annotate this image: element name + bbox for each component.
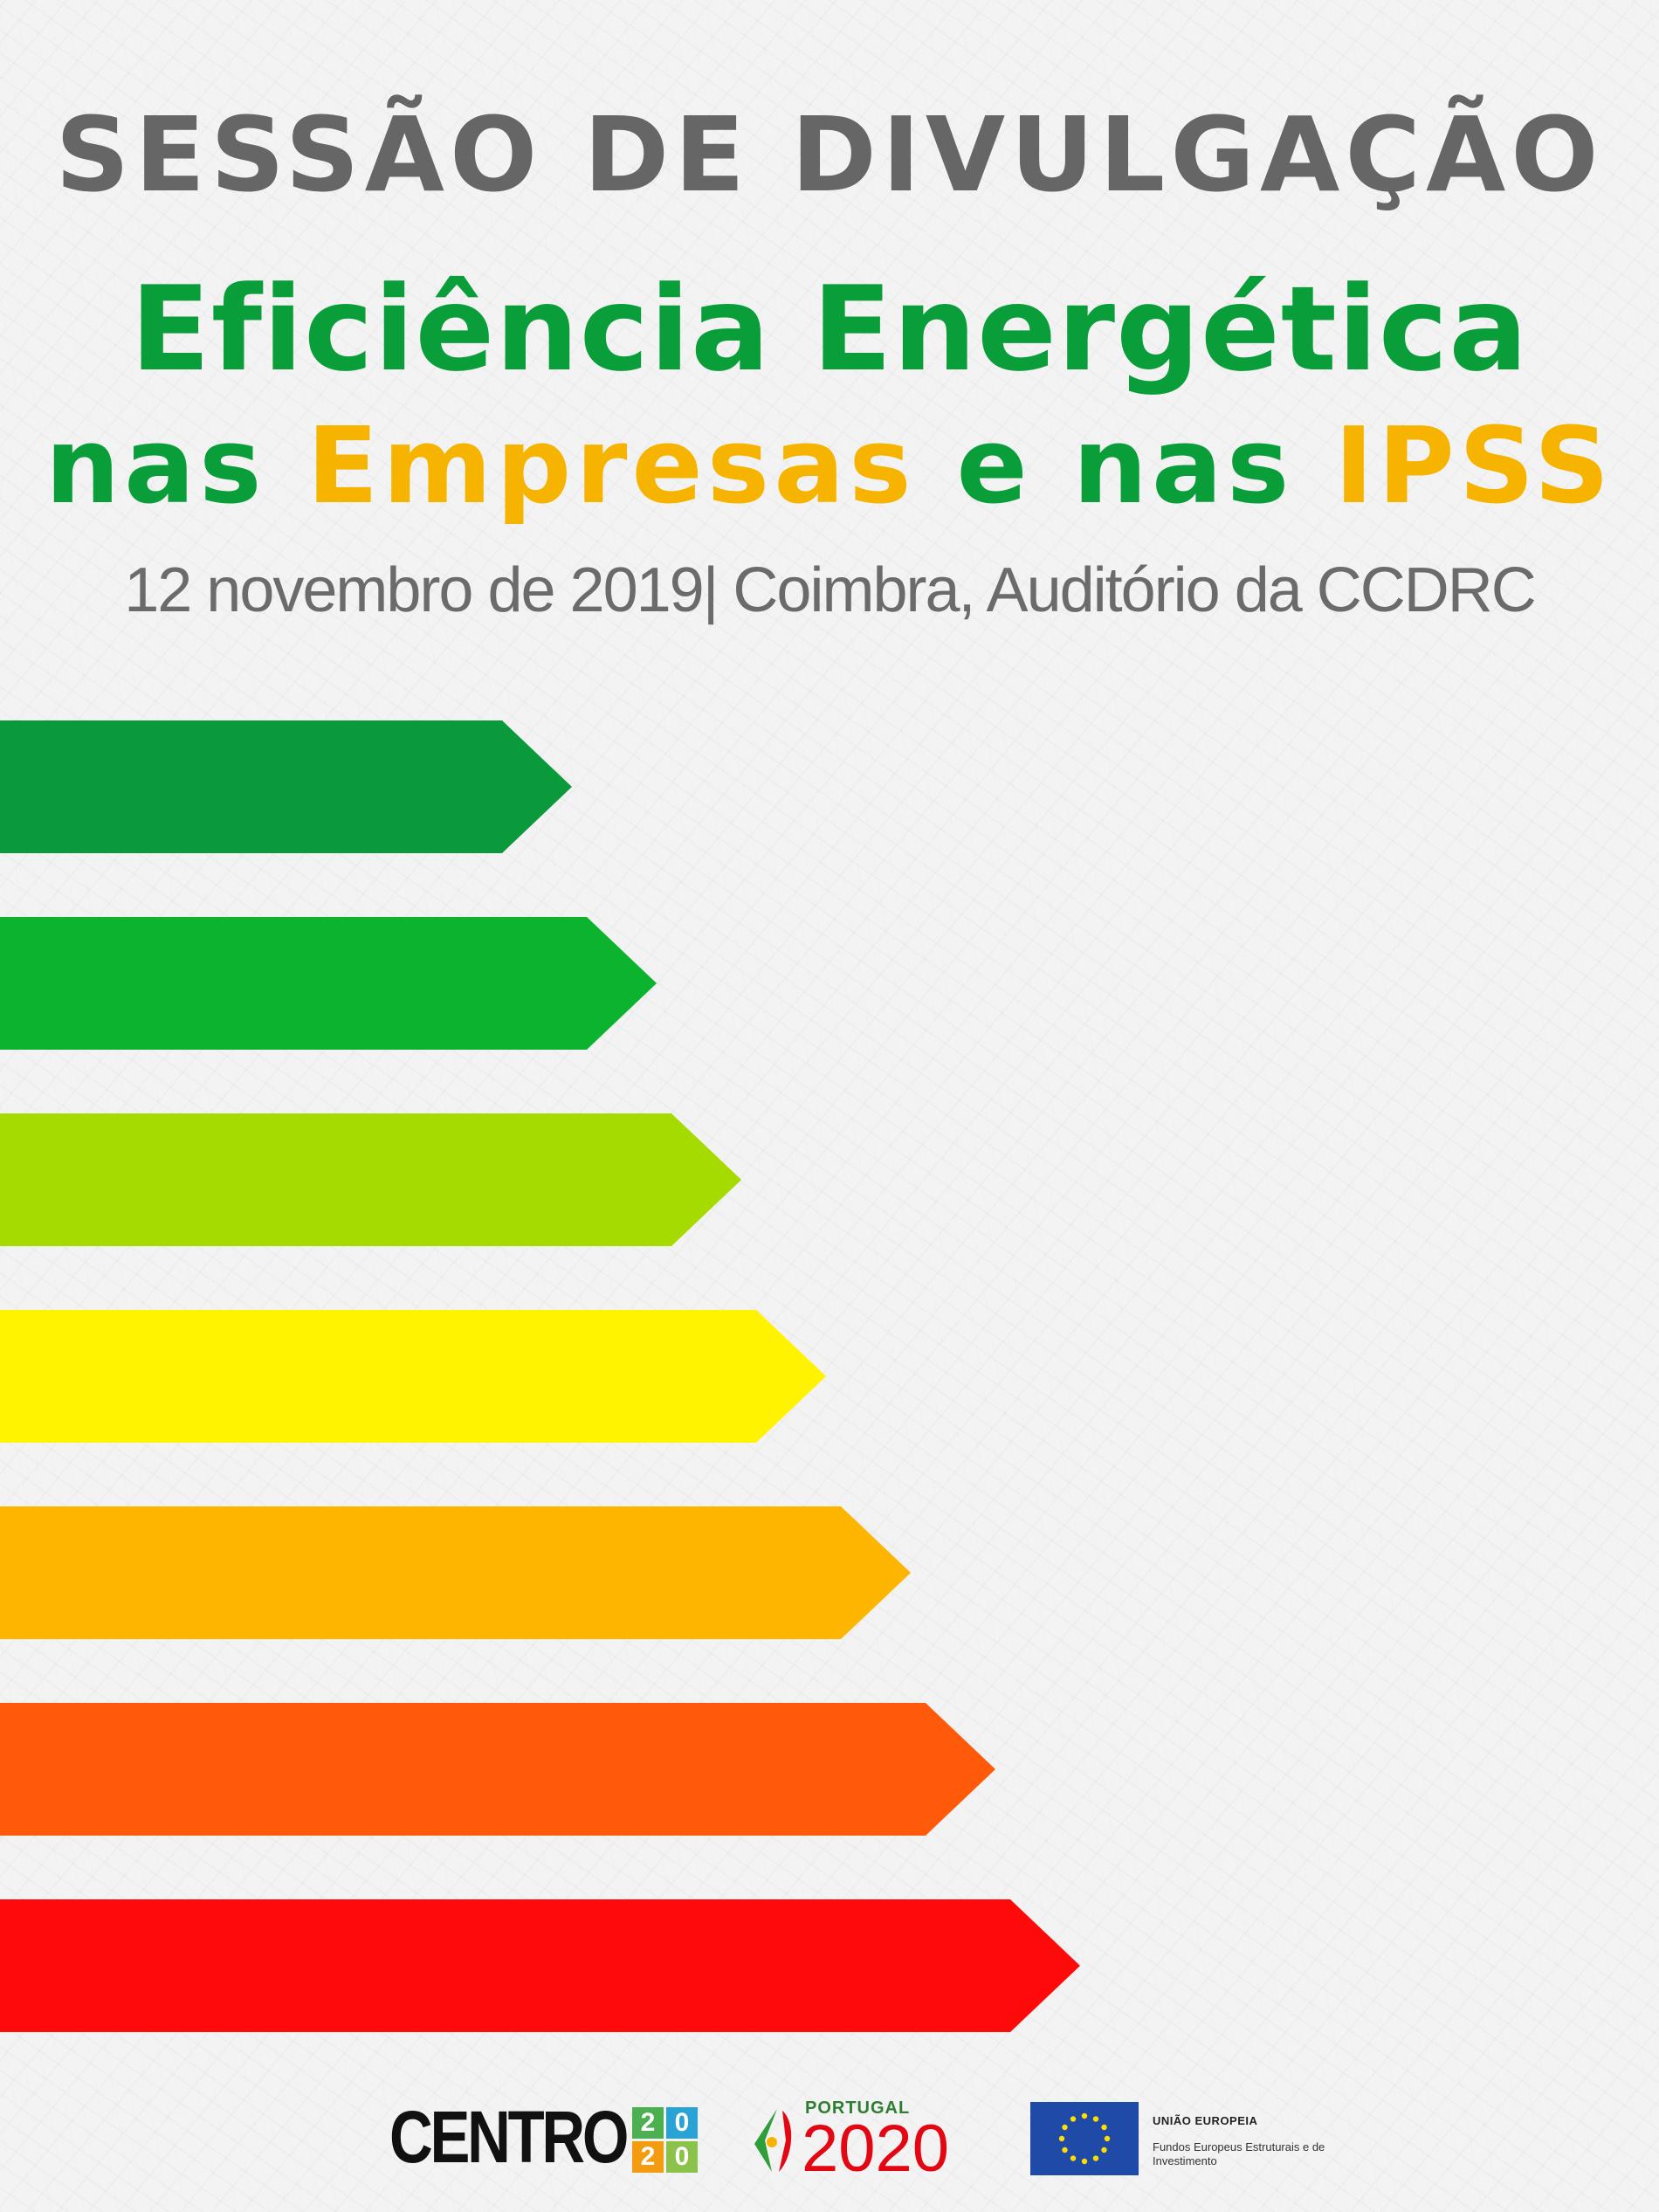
sponsor-logos: CENTRO 2 0 2 0 PORTUGAL 2020 UNIÃO EUROP… [0,2083,1659,2205]
eu-flag-icon [1030,2102,1139,2175]
centro-digit: 0 [666,2107,698,2139]
centro-2020-digits: 2 0 2 0 [632,2107,698,2173]
centro-digit: 2 [632,2141,664,2173]
eu-label: UNIÃO EUROPEIA [1153,2114,1258,2127]
event-subtitle: nas Empresas e nas IPSS [0,415,1659,520]
portugal-2020-label: PORTUGAL [805,2098,911,2118]
subtitle-part-ipss: IPSS [1334,406,1614,527]
subtitle-part-e-nas: e nas [915,406,1335,527]
subtitle-part-empresas: Empresas [306,406,916,527]
portugal-2020-flag-icon [754,2109,792,2172]
event-type-title: SESSÃO DE DIVULGAÇÃO [55,94,1604,215]
event-title: Eficiência Energética [130,261,1529,397]
date-location: 12 novembro de 2019| Coimbra, Auditório … [124,555,1537,625]
energy-bar [0,1703,995,1836]
energy-bar [0,1506,911,1639]
centro-2020-logo: CENTRO [389,2096,629,2178]
centro-digit: 2 [632,2107,664,2139]
eu-funds-label: Fundos Europeus Estruturais e de Investi… [1153,2140,1325,2168]
centro-digit: 0 [666,2141,698,2173]
subtitle-part-nas: nas [45,406,307,527]
energy-bar [0,1113,741,1246]
energy-bar [0,1310,826,1443]
energy-bar [0,917,657,1050]
energy-bar [0,1899,1080,2032]
portugal-2020-year: 2020 [802,2112,950,2186]
energy-bar [0,720,572,853]
